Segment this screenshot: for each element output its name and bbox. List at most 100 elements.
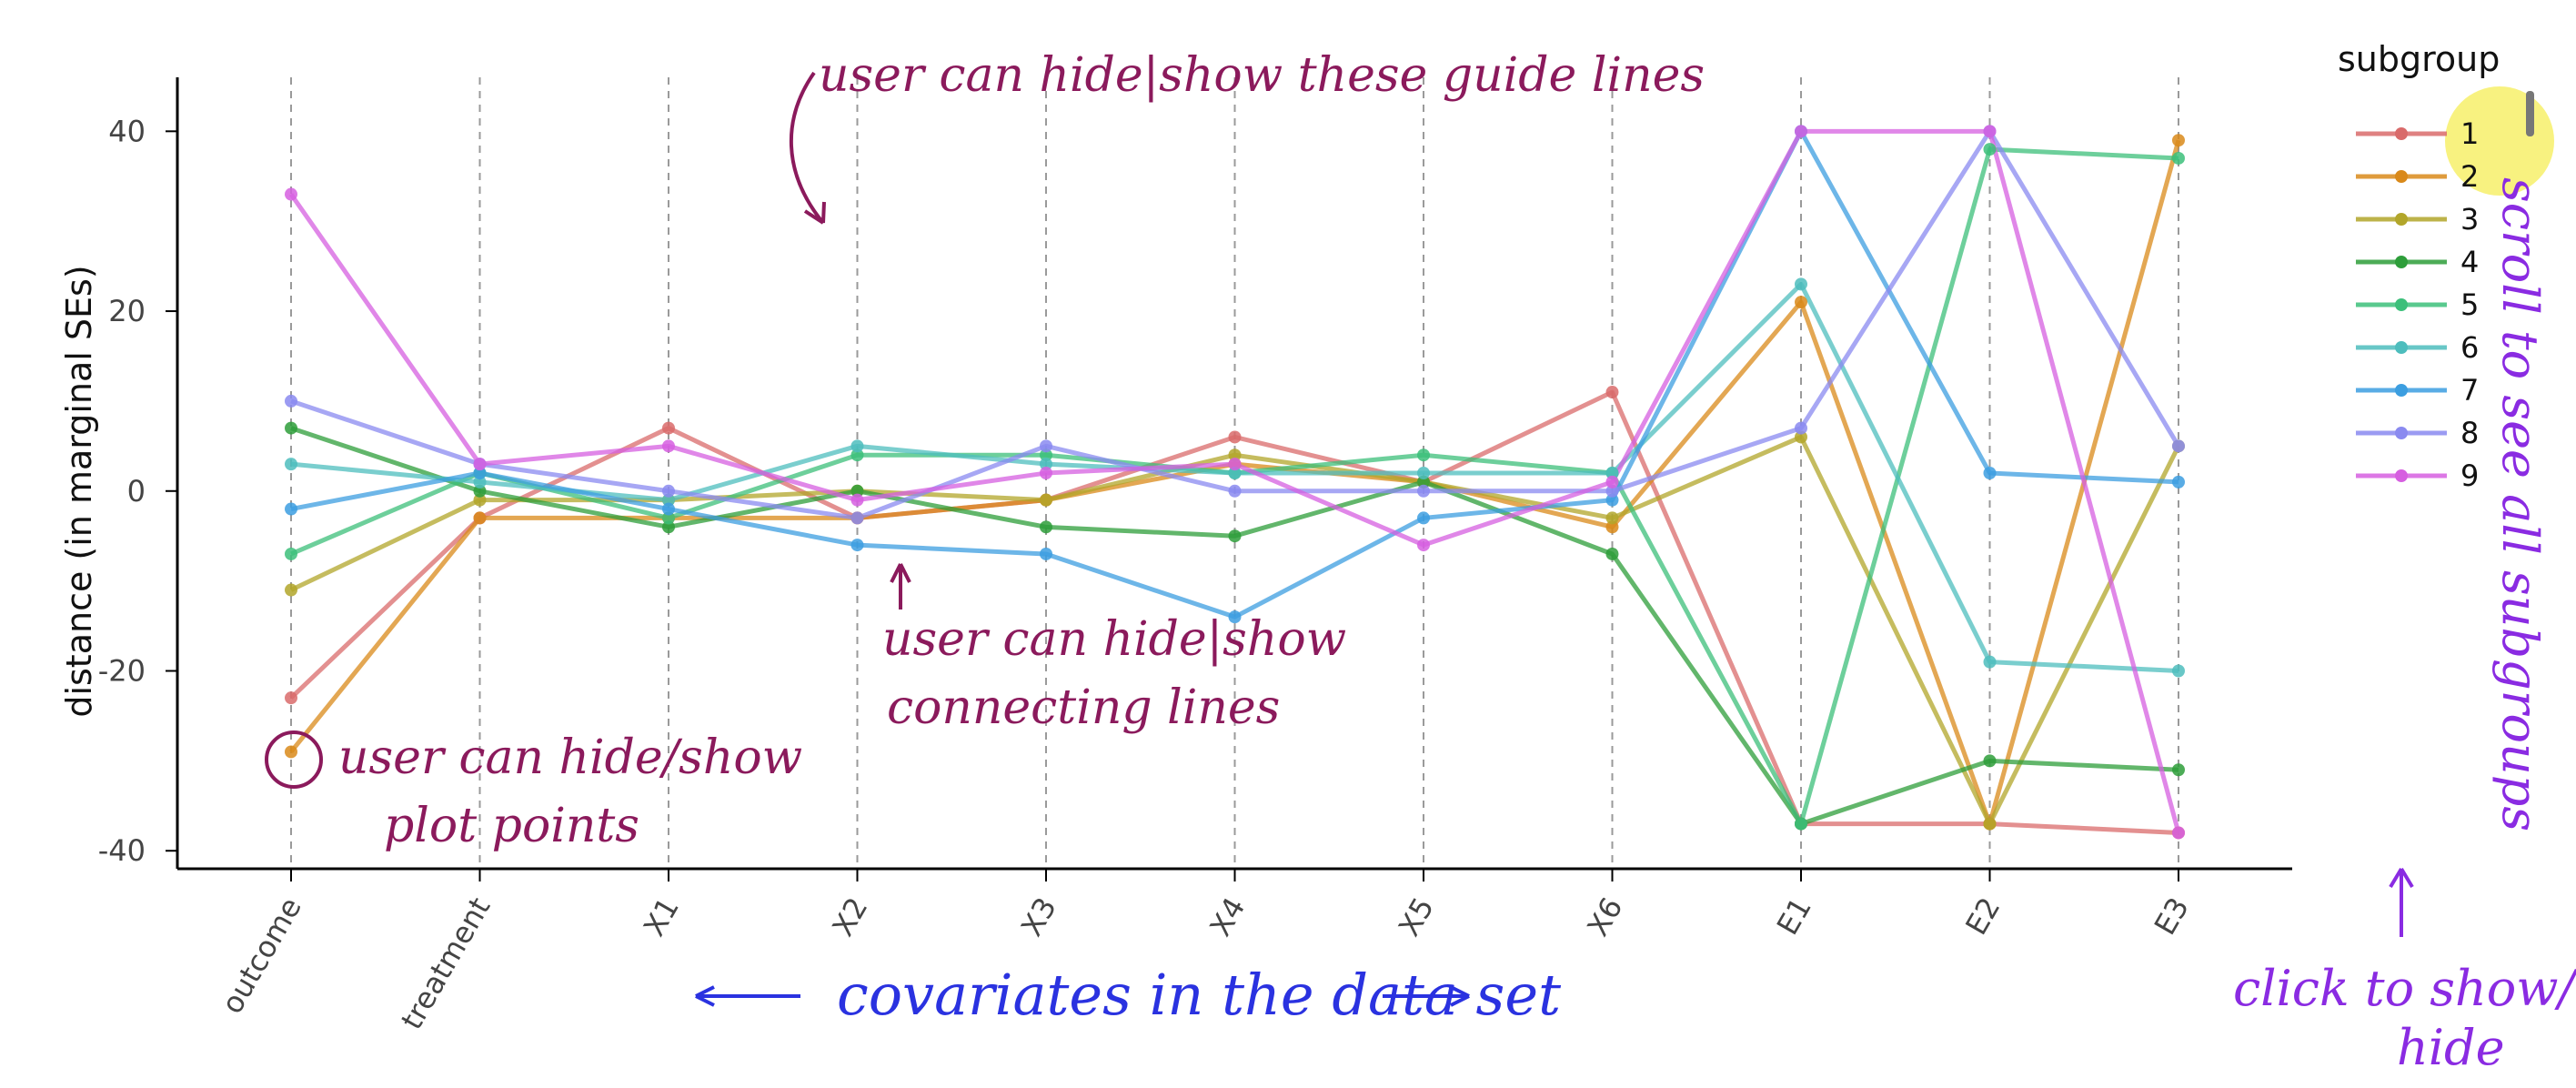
legend-item-2[interactable]: 2 (2356, 159, 2479, 194)
point-7-X5[interactable] (1417, 511, 1430, 525)
point-8-E3[interactable] (2172, 439, 2185, 453)
point-4-X3[interactable] (1040, 520, 1052, 534)
point-7-X6[interactable] (1605, 493, 1619, 507)
point-7-E2[interactable] (1983, 467, 1997, 479)
point-1-X1[interactable] (662, 421, 675, 435)
legend-item-5[interactable]: 5 (2356, 287, 2479, 322)
point-9-X5[interactable] (1417, 539, 1430, 552)
point-7-outcome[interactable] (285, 502, 297, 516)
point-6-E2[interactable] (1983, 655, 1997, 669)
point-3-E2[interactable] (1983, 817, 1997, 831)
legend-item-1[interactable]: 1 (2356, 116, 2479, 151)
legend-item-6[interactable]: 6 (2356, 330, 2479, 365)
y-tick-label-40: 40 (108, 114, 146, 148)
point-9-X4[interactable] (1228, 458, 1242, 471)
point-5-E3[interactable] (2172, 151, 2185, 165)
annotation-guide-arrow (790, 71, 826, 225)
point-9-treatment[interactable] (473, 458, 487, 471)
point-9-X3[interactable] (1040, 467, 1052, 479)
point-8-X6[interactable] (1605, 484, 1619, 498)
point-7-X2[interactable] (850, 539, 864, 552)
legend-item-7[interactable]: 7 (2356, 373, 2479, 408)
point-2-E3[interactable] (2172, 134, 2185, 147)
point-4-outcome[interactable] (285, 421, 297, 435)
point-2-E1[interactable] (1795, 296, 1807, 309)
point-4-X1[interactable] (662, 520, 675, 534)
point-3-X4[interactable] (1228, 448, 1242, 462)
point-4-E2[interactable] (1983, 754, 1997, 768)
point-2-outcome[interactable] (285, 745, 297, 759)
point-6-X5[interactable] (1417, 467, 1430, 479)
point-3-X3[interactable] (1040, 493, 1052, 507)
point-6-X1[interactable] (662, 493, 675, 507)
point-5-E1[interactable] (1795, 817, 1807, 831)
point-2-treatment[interactable] (473, 511, 487, 525)
legend-item-9[interactable]: 9 (2356, 458, 2479, 493)
point-5-E2[interactable] (1983, 143, 1997, 156)
x-tick-label-X2: X2 (825, 892, 874, 942)
point-6-X2[interactable] (850, 439, 864, 453)
point-3-X6[interactable] (1605, 511, 1619, 525)
point-8-X4[interactable] (1228, 484, 1242, 498)
point-8-X5[interactable] (1417, 484, 1430, 498)
point-5-X1[interactable] (662, 511, 675, 525)
point-4-treatment[interactable] (473, 484, 487, 498)
legend-item-8[interactable]: 8 (2356, 416, 2479, 450)
point-9-X1[interactable] (662, 439, 675, 453)
point-7-treatment[interactable] (473, 467, 487, 479)
point-1-outcome[interactable] (285, 691, 297, 705)
point-9-X6[interactable] (1605, 475, 1619, 489)
series-points[interactable] (285, 125, 2185, 840)
legend-item-4[interactable]: 4 (2356, 245, 2479, 279)
point-4-X4[interactable] (1228, 529, 1242, 543)
point-7-E3[interactable] (2172, 475, 2185, 489)
point-6-E3[interactable] (2172, 664, 2185, 678)
legend-title: subgroup (2338, 39, 2500, 79)
point-9-E1[interactable] (1795, 125, 1807, 138)
point-1-X6[interactable] (1605, 386, 1619, 399)
annotation-connect-line2: connecting lines (887, 680, 1280, 735)
point-5-X2[interactable] (850, 448, 864, 462)
point-7-X4[interactable] (1228, 610, 1242, 624)
y-tick-label--40: -40 (98, 833, 146, 868)
legend-swatch-point-6 (2395, 341, 2408, 354)
point-7-X3[interactable] (1040, 547, 1052, 560)
point-5-X5[interactable] (1417, 448, 1430, 462)
point-3-outcome[interactable] (285, 583, 297, 597)
point-8-X1[interactable] (662, 484, 675, 498)
point-3-treatment[interactable] (473, 493, 487, 507)
point-6-E1[interactable] (1795, 277, 1807, 291)
point-7-X1[interactable] (662, 502, 675, 516)
point-8-X3[interactable] (1040, 439, 1052, 453)
point-8-outcome[interactable] (285, 394, 297, 408)
point-6-outcome[interactable] (285, 458, 297, 471)
legend-scrollbar[interactable] (2526, 91, 2534, 136)
annotation-scroll: scroll to see all subgroups (2491, 177, 2549, 831)
point-6-X4[interactable] (1228, 467, 1242, 479)
point-5-X3[interactable] (1040, 448, 1052, 462)
legend-label-3: 3 (2460, 202, 2479, 237)
point-8-X2[interactable] (850, 511, 864, 525)
point-9-X2[interactable] (850, 493, 864, 507)
annotations: user can hide|show these guide lines use… (265, 48, 2576, 1076)
x-tick-label-E1: E1 (1770, 892, 1818, 941)
point-4-X6[interactable] (1605, 547, 1619, 560)
point-6-X6[interactable] (1605, 467, 1619, 479)
point-6-X3[interactable] (1040, 458, 1052, 471)
point-6-treatment[interactable] (473, 475, 487, 489)
point-3-E1[interactable] (1795, 430, 1807, 444)
point-8-E1[interactable] (1795, 421, 1807, 435)
point-4-X2[interactable] (850, 484, 864, 498)
legend-item-3[interactable]: 3 (2356, 202, 2479, 237)
point-1-X4[interactable] (1228, 430, 1242, 444)
point-9-E2[interactable] (1983, 125, 1997, 138)
y-axis-title: distance (in marginal SEs) (59, 265, 99, 717)
point-9-E3[interactable] (2172, 826, 2185, 840)
point-9-outcome[interactable] (285, 187, 297, 201)
legend-label-8: 8 (2460, 416, 2479, 450)
point-4-E3[interactable] (2172, 763, 2185, 777)
point-2-X6[interactable] (1605, 520, 1619, 534)
point-5-outcome[interactable] (285, 547, 297, 560)
point-4-X5[interactable] (1417, 475, 1430, 489)
